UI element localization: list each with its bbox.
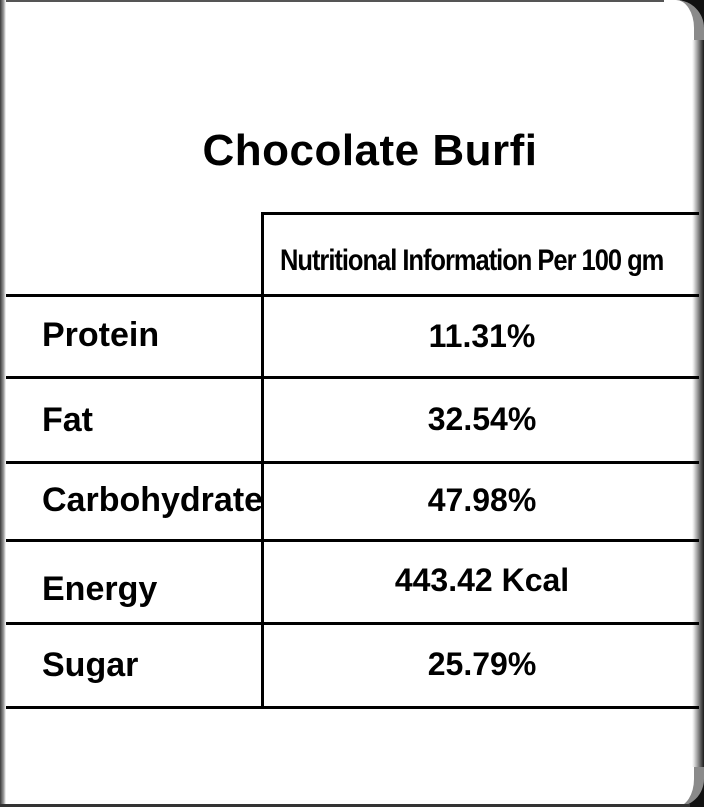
row-value-carbohydrate: 47.98% — [427, 482, 537, 518]
table-top-line — [261, 212, 699, 215]
row-label-fat: Fat — [42, 401, 93, 439]
row-label-carbohydrate: Carbohydrate — [42, 481, 264, 519]
row-label-protein: Protein — [42, 316, 160, 354]
row-divider — [6, 622, 699, 625]
row-label-sugar: Sugar — [42, 646, 139, 684]
row-value-energy: 443.42 Kcal — [394, 562, 570, 598]
row-divider — [6, 376, 699, 379]
row-divider — [6, 461, 699, 464]
row-label-energy: Energy — [42, 570, 158, 608]
top-right-corner — [664, 0, 704, 40]
row-value-sugar: 25.79% — [427, 646, 537, 682]
row-value-protein: 11.31% — [428, 318, 536, 354]
table-header-line — [6, 294, 699, 297]
column-header: Nutritional Information Per 100 gm — [280, 244, 664, 277]
row-divider — [6, 539, 699, 542]
bottom-border — [0, 804, 690, 807]
right-edge — [692, 0, 704, 807]
left-edge — [0, 0, 6, 807]
page-title: Chocolate Burfi — [202, 126, 538, 175]
row-value-fat: 32.54% — [427, 401, 537, 437]
table-bottom-line — [6, 706, 699, 709]
bottom-right-corner — [664, 767, 704, 807]
top-border — [0, 0, 690, 2]
column-divider — [261, 212, 264, 709]
